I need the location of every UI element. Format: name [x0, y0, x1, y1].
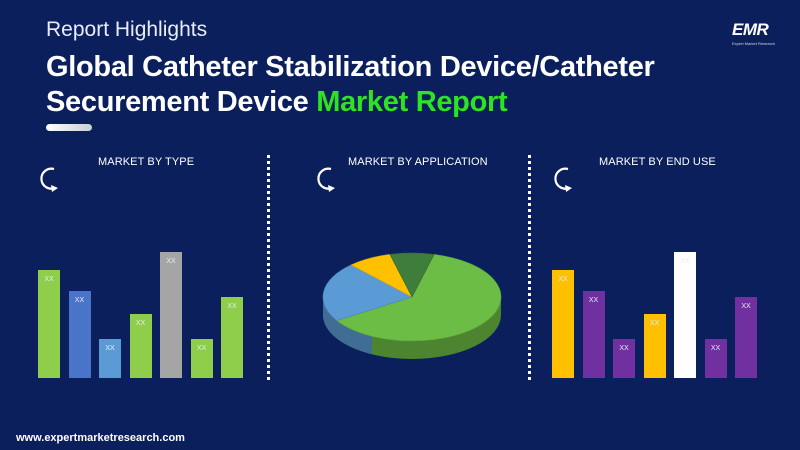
chart-bar	[129, 314, 152, 378]
logo-text: EMR	[732, 20, 769, 39]
chart-bar	[221, 297, 243, 378]
pie-slice	[322, 264, 413, 321]
chart-bar	[643, 314, 666, 378]
divider-right	[528, 155, 531, 380]
chart-bar	[674, 252, 696, 378]
bar-label: XX	[741, 303, 751, 310]
page-title: Global Catheter Stabilization Device/Cat…	[46, 50, 686, 120]
chart-bar	[38, 270, 60, 378]
chart-bar	[582, 291, 605, 378]
bar-label: XX	[135, 320, 146, 327]
panel-market-by-application: MARKET BY APPLICATION	[310, 150, 510, 390]
footer-website: www.expertmarketresearch.com	[16, 432, 185, 444]
pie-chart-application	[322, 252, 502, 359]
bar-label: XX	[558, 276, 568, 283]
bar-label: XX	[619, 345, 629, 352]
panel-heading: MARKET BY APPLICATION	[348, 156, 488, 168]
chart-bar	[68, 291, 91, 378]
bar-label: XX	[105, 345, 115, 352]
bar-label: XX	[680, 258, 690, 265]
divider-left	[267, 155, 270, 380]
title-underline	[46, 124, 92, 131]
chart-bar	[613, 339, 635, 378]
bar-label: XX	[166, 258, 176, 265]
panel-market-by-end-use: MARKET BY END USE XX XX XX XX XX XX XX	[552, 150, 777, 390]
refresh-arrow-icon	[554, 167, 572, 192]
chart-bar	[190, 339, 213, 378]
panel-heading: MARKET BY END USE	[599, 156, 716, 168]
chart-bar	[99, 339, 121, 378]
bar-chart-type: XX XX XX XX XX XX XX	[38, 150, 263, 390]
bar-label: XX	[649, 320, 660, 327]
report-highlights-label: Report Highlights	[46, 18, 208, 41]
logo-tagline: Expert Market Research	[732, 41, 776, 46]
refresh-arrow-icon	[317, 167, 335, 192]
pie-slice	[336, 254, 502, 342]
bar-label: XX	[74, 297, 85, 304]
bar-label: XX	[44, 276, 54, 283]
title-accent: Market Report	[316, 86, 508, 118]
chart-bar	[704, 339, 727, 378]
refresh-arrow-icon	[40, 167, 58, 192]
chart-bar	[735, 297, 757, 378]
chart-bar	[552, 270, 574, 378]
title-main: Global Catheter Stabilization Device/Cat…	[46, 51, 655, 118]
emr-logo: EMR Expert Market Research	[732, 20, 784, 50]
panel-heading: MARKET BY TYPE	[98, 156, 195, 168]
pie-slice	[389, 252, 435, 298]
bar-label: XX	[227, 303, 237, 310]
bar-chart-end-use: XX XX XX XX XX XX XX	[552, 150, 777, 390]
bar-label: XX	[710, 345, 721, 352]
bar-label: XX	[196, 345, 207, 352]
panel-market-by-type: MARKET BY TYPE XX XX XX XX XX XX XX	[38, 150, 263, 390]
pie-side-secondary	[323, 297, 372, 355]
chart-bar	[160, 252, 182, 378]
bar-label: XX	[588, 297, 599, 304]
